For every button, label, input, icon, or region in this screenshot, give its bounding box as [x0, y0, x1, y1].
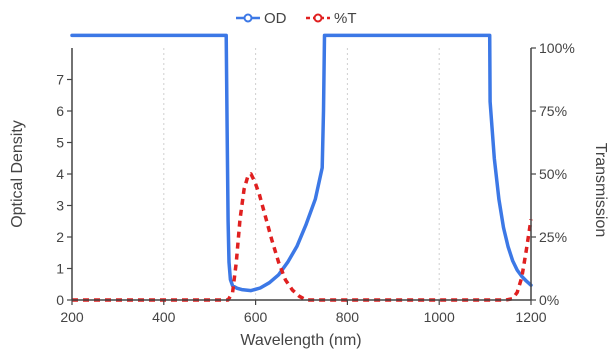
- series-line-od[interactable]: [70, 33, 533, 293]
- y2-tick-label: 75%: [539, 103, 567, 119]
- legend-od-label: OD: [264, 10, 287, 27]
- legend-t-label: %T: [334, 10, 357, 27]
- legend-od-swatch-marker: [243, 13, 253, 23]
- x-tick-label: 800: [336, 309, 360, 325]
- legend-t-swatch-marker: [313, 13, 323, 23]
- y2-tick-label: 25%: [539, 229, 567, 245]
- x-tick-label: 1200: [515, 309, 546, 325]
- y-tick-label: 7: [56, 72, 64, 88]
- gridlines: [163, 48, 440, 300]
- y2-tick-label: 100%: [539, 40, 575, 56]
- y-tick-label: 4: [56, 166, 64, 182]
- y-tick-label: 3: [56, 198, 64, 214]
- y-tick-label: 0: [56, 292, 64, 308]
- y2-tick-label: 50%: [539, 166, 567, 182]
- y-tick-label: 5: [56, 135, 64, 151]
- x-axis-title: Wavelength (nm): [240, 332, 361, 349]
- x-tick-label: 1000: [424, 309, 455, 325]
- y2-tick-label: 0%: [539, 292, 559, 308]
- y-tick-label: 6: [56, 103, 64, 119]
- y-tick-label: 1: [56, 261, 64, 277]
- axis-ticks: 200 400 600 800 1000 1200 0 1 2 3 4 5 6 7 0% 25% 50% 75% 1…: [56, 40, 575, 325]
- series-lines: [70, 33, 533, 302]
- x-tick-label: 600: [244, 309, 268, 325]
- legend-item-transmission[interactable]: %T: [306, 10, 357, 27]
- y-tick-label: 2: [56, 229, 64, 245]
- y-axis-title: Optical Density: [9, 120, 26, 228]
- x-tick-label: 200: [60, 309, 84, 325]
- legend-item-od[interactable]: OD: [236, 10, 287, 27]
- series-line-transmission[interactable]: [72, 172, 533, 302]
- y2-axis-title: Transmission: [592, 143, 609, 238]
- x-tick-label: 400: [152, 309, 176, 325]
- legend: OD %T: [236, 10, 357, 27]
